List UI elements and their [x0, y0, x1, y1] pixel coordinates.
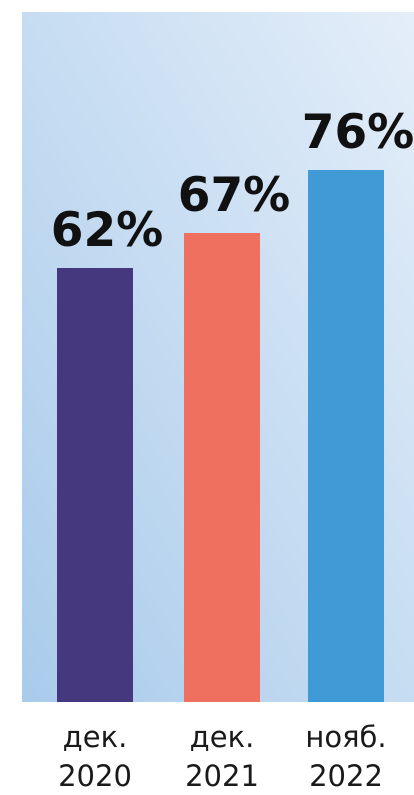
x-tick-label-1-month: дек. [63, 720, 128, 754]
data-labels-layer: 62% 67%76% [51, 105, 414, 258]
x-tick-label-1-year: 2020 [58, 759, 132, 793]
bar-1 [57, 268, 133, 702]
x-tick-label-3-year: 2022 [309, 759, 383, 793]
data-label-2: 67% [178, 168, 291, 223]
x-tick-labels-layer: дек. 2020 дек. 2021 нояб. 2022 [58, 720, 387, 793]
data-label-3: 76% [302, 105, 414, 160]
data-label-1: 62% [51, 203, 164, 258]
bars-layer [57, 170, 384, 702]
x-tick-label-2-year: 2021 [185, 759, 259, 793]
x-tick-label-2-month: дек. [190, 720, 255, 754]
x-tick-label-3-month: нояб. [305, 720, 386, 754]
bar-2 [184, 233, 260, 702]
bar-3 [308, 170, 384, 702]
